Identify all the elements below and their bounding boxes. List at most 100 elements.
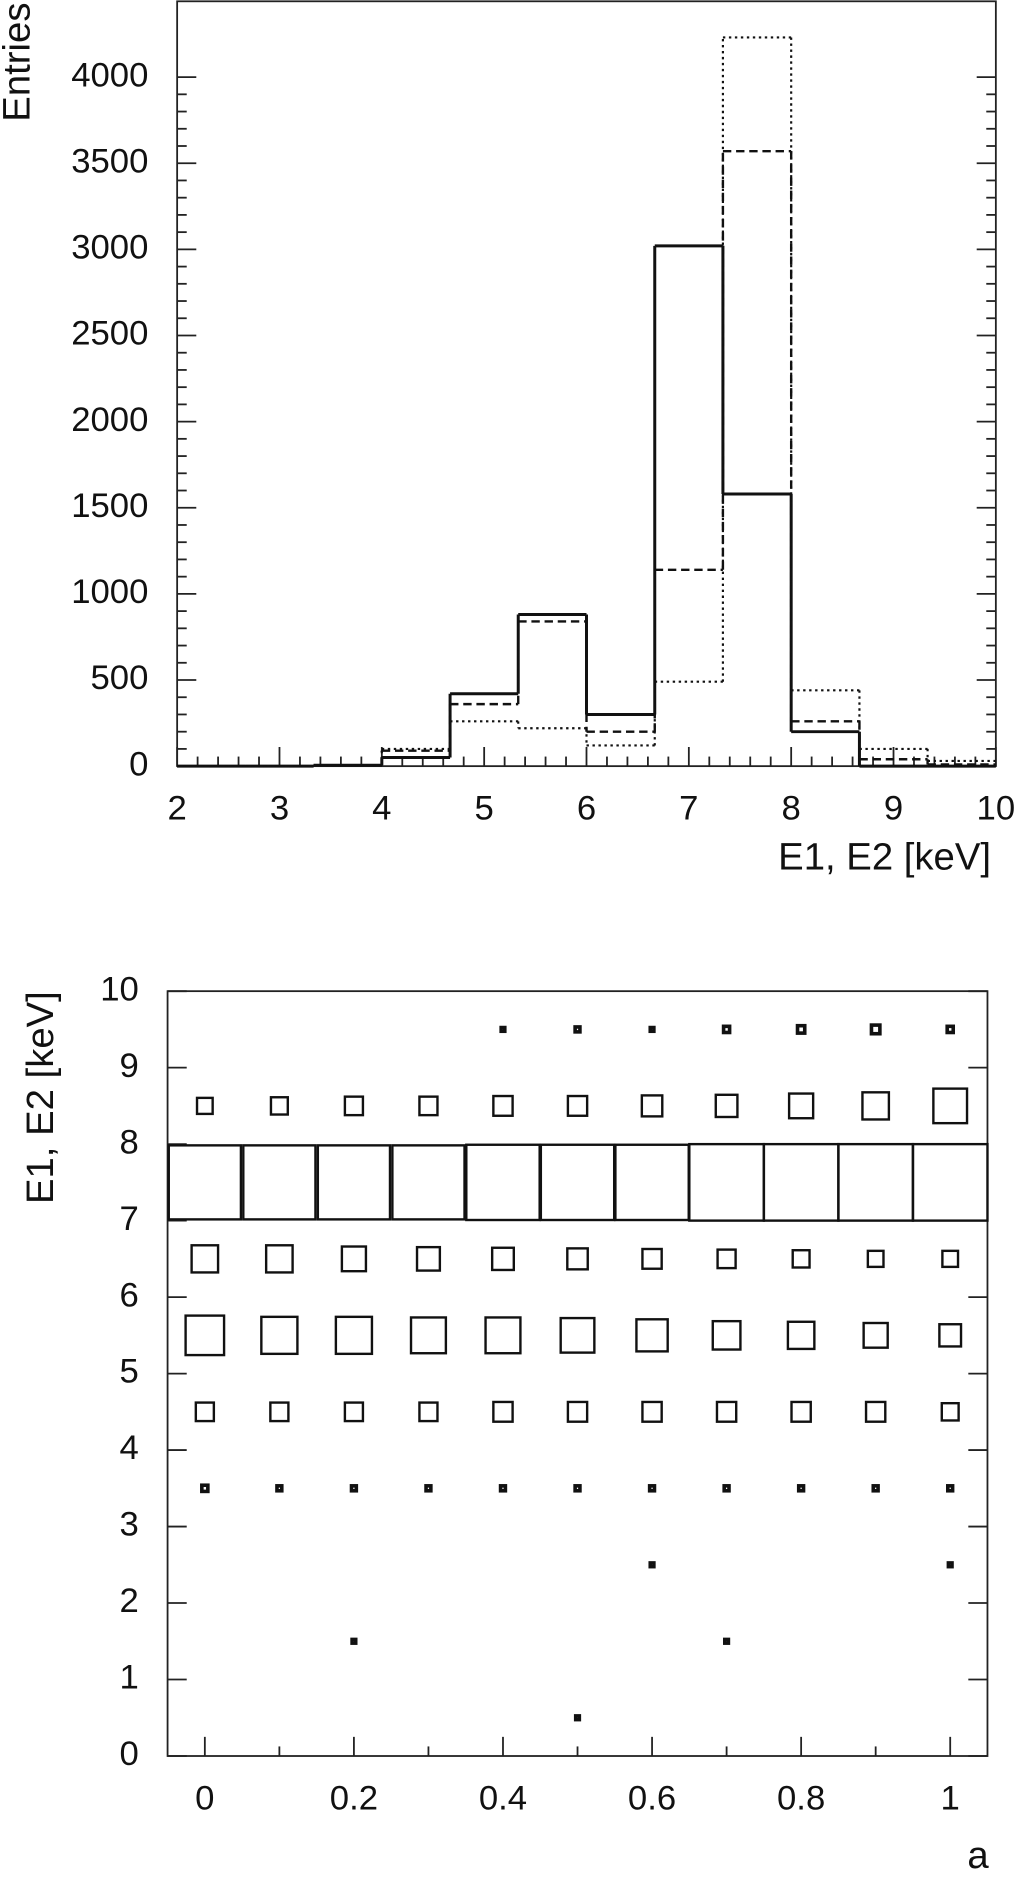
box (866, 1249, 885, 1269)
x-tick-label: 8 (782, 790, 801, 828)
box (167, 1144, 243, 1221)
box (573, 1484, 582, 1493)
y-tick-label: 0 (120, 1735, 139, 1773)
y-tick-label: 5 (120, 1353, 139, 1391)
box (424, 1484, 433, 1493)
box (721, 1024, 732, 1035)
y-tick-label: 2 (120, 1582, 139, 1620)
box (722, 1637, 731, 1645)
x-tick-label: 7 (679, 790, 698, 828)
y-tick-label: 9 (120, 1047, 139, 1085)
box (418, 1401, 439, 1423)
box (269, 1401, 290, 1423)
box (334, 1315, 374, 1356)
x-tick-label: 0 (195, 1779, 214, 1817)
box (938, 1323, 963, 1348)
box (566, 1247, 589, 1271)
box (614, 1143, 690, 1222)
box (195, 1096, 214, 1116)
box (242, 1144, 317, 1221)
box (714, 1093, 739, 1119)
box (260, 1315, 299, 1356)
box (409, 1316, 448, 1355)
box (484, 1316, 522, 1355)
plot-frame (166, 990, 989, 1757)
box (566, 1094, 589, 1117)
box (641, 1400, 663, 1423)
box (465, 1143, 541, 1222)
box (864, 1400, 887, 1423)
box (539, 1143, 616, 1222)
box (716, 1248, 737, 1270)
y-tick-label: 3000 (71, 229, 148, 267)
box (791, 1249, 811, 1269)
box (573, 1025, 582, 1034)
box (862, 1321, 889, 1349)
box (941, 1249, 960, 1269)
box (795, 1023, 807, 1035)
box (640, 1094, 664, 1118)
box (648, 1561, 656, 1569)
x-tick-label: 4 (372, 790, 391, 828)
y-tick-label: 8 (120, 1123, 139, 1161)
y-tick-label: 10 (100, 970, 139, 1008)
box (573, 1714, 582, 1722)
box (871, 1484, 880, 1493)
y-axis-label: E1, E2 [keV] (19, 991, 62, 1204)
box (490, 1246, 516, 1272)
x-tick-label: 10 (977, 790, 1015, 828)
box (715, 1400, 738, 1423)
y-tick-label: 3 (120, 1506, 139, 1544)
box (492, 1400, 514, 1423)
box (762, 1142, 840, 1222)
box (269, 1096, 289, 1116)
y-tick-label: 6 (120, 1276, 139, 1314)
box (200, 1483, 210, 1494)
y-tick-label: 500 (91, 659, 149, 697)
box (391, 1144, 466, 1221)
box (946, 1484, 955, 1493)
box (722, 1484, 731, 1493)
box (711, 1319, 742, 1351)
x-tick-label: 1 (941, 1779, 960, 1817)
box (796, 1484, 806, 1493)
box (790, 1400, 812, 1423)
box (190, 1244, 220, 1274)
y-axis-label: Entries (0, 2, 38, 121)
y-tick-label: 1500 (71, 487, 148, 525)
box (786, 1320, 816, 1351)
x-axis-label: a (967, 1834, 989, 1877)
box (184, 1314, 226, 1357)
box (688, 1142, 766, 1222)
x-tick-label: 6 (577, 790, 596, 828)
box (837, 1142, 915, 1222)
x-tick-label: 9 (884, 790, 903, 828)
y-tick-label: 1 (120, 1659, 139, 1697)
box (932, 1087, 969, 1125)
y-tick-label: 4000 (71, 56, 148, 94)
x-tick-label: 0.4 (479, 1779, 527, 1817)
y-tick-label: 7 (120, 1200, 139, 1238)
x-tick-label: 0.8 (777, 1779, 825, 1817)
box (340, 1245, 368, 1273)
box (945, 1024, 956, 1035)
y-tick-label: 2500 (71, 315, 148, 353)
box (869, 1023, 882, 1036)
box (641, 1247, 663, 1270)
box (264, 1244, 294, 1274)
box (275, 1484, 284, 1493)
y-tick-label: 1000 (71, 573, 148, 611)
box (343, 1095, 365, 1117)
x-tick-label: 0.2 (330, 1779, 378, 1817)
box (194, 1401, 216, 1423)
box (343, 1401, 365, 1423)
box (861, 1091, 891, 1121)
box (787, 1092, 815, 1120)
x-axis-label: E1, E2 [keV] (778, 836, 991, 879)
box (418, 1095, 439, 1117)
box (946, 1561, 954, 1569)
y-tick-label: 0 (129, 745, 148, 783)
box (350, 1637, 358, 1645)
